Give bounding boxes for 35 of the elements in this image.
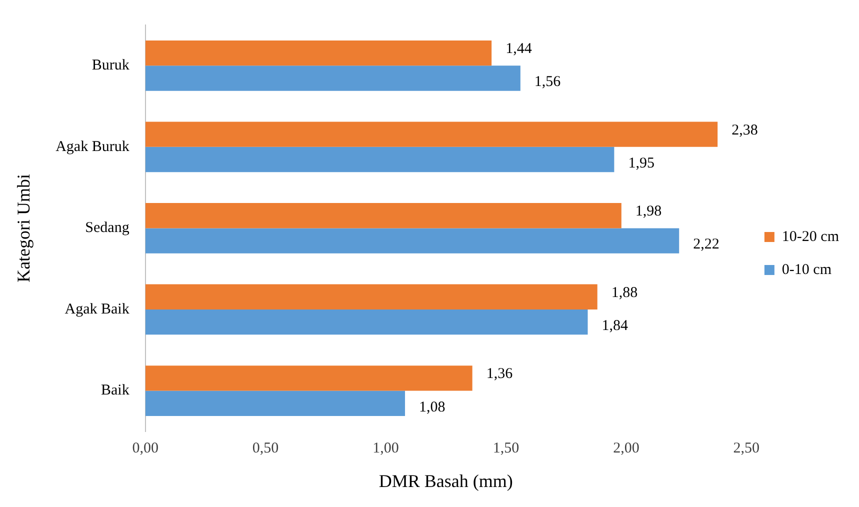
bar <box>145 40 492 66</box>
data-label: 1,98 <box>635 204 662 220</box>
x-tick-label: 2,00 <box>613 440 640 456</box>
bar <box>145 390 406 416</box>
data-label: 2,38 <box>732 122 758 138</box>
bar <box>145 366 472 391</box>
bar <box>145 203 622 228</box>
y-tick-label: Agak Buruk <box>56 138 130 155</box>
data-label: 1,88 <box>611 284 638 301</box>
data-label: 1,56 <box>534 74 562 90</box>
bar <box>145 309 588 335</box>
y-axis-title: Kategori Umbi <box>14 174 34 282</box>
data-label: 1,95 <box>628 155 654 172</box>
y-tick-label: Buruk <box>92 58 130 74</box>
x-tick-label: 1,50 <box>492 440 520 456</box>
x-tick-label: 1,00 <box>372 440 399 456</box>
bar <box>145 122 718 147</box>
data-label: 1,44 <box>506 40 532 57</box>
y-tick-label: Baik <box>100 382 130 399</box>
y-tick-label: Sedang <box>85 220 130 236</box>
data-label: 1,36 <box>486 366 514 382</box>
bar <box>145 66 520 91</box>
legend-label: 0-10 cm <box>782 262 832 278</box>
data-label: 2,22 <box>693 236 720 253</box>
legend-label: 10-20 cm <box>782 228 840 245</box>
bar <box>145 146 614 172</box>
x-tick-label: 0,00 <box>132 440 158 456</box>
data-label: 1,84 <box>602 318 628 334</box>
y-tick-label: Agak Baik <box>64 301 130 318</box>
x-tick-label: 2,50 <box>733 440 760 456</box>
bar <box>145 284 598 310</box>
data-label: 1,08 <box>419 399 446 416</box>
x-tick-label: 0,50 <box>252 440 279 456</box>
bar <box>145 228 680 254</box>
x-axis-title: DMR Basah (mm) <box>378 470 513 491</box>
